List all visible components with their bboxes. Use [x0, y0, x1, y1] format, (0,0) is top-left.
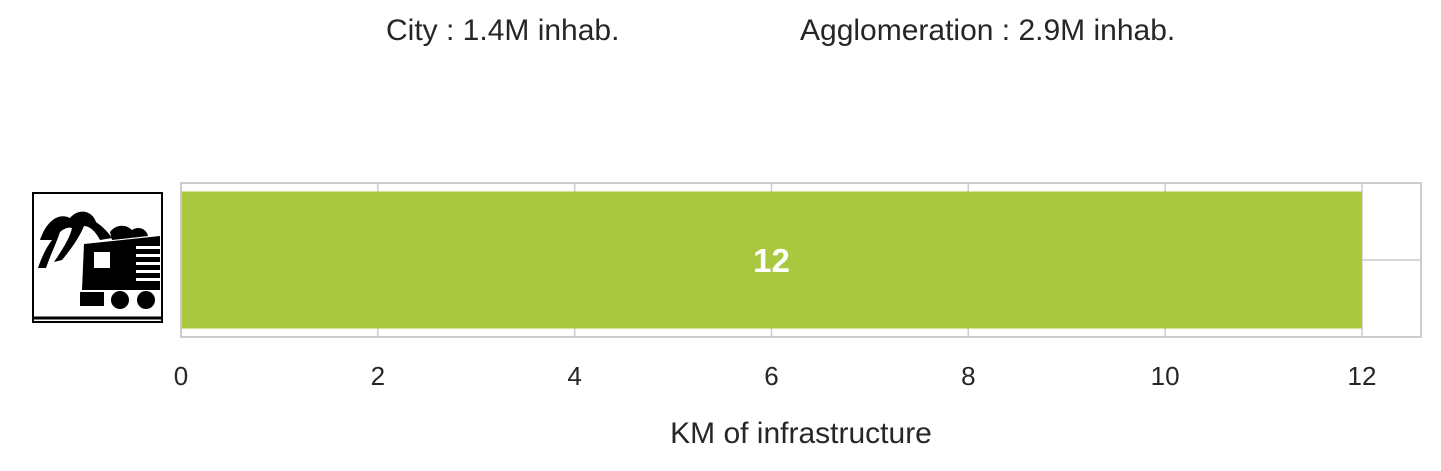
city-population: City : 1.4M inhab. [386, 14, 620, 47]
x-tick-label: 2 [371, 361, 385, 391]
agglomeration-population: Agglomeration : 2.9M inhab. [800, 14, 1176, 47]
plot-frame [180, 182, 1422, 338]
x-tick-label: 6 [764, 361, 778, 391]
x-tick-label: 8 [961, 361, 975, 391]
bar-value-label: 12 [753, 242, 790, 279]
x-axis-title: KM of infrastructure [670, 417, 932, 450]
x-tick-label: 0 [174, 361, 188, 391]
x-tick-label: 12 [1347, 361, 1376, 391]
tram-train-icon [32, 192, 163, 323]
bar [182, 191, 1362, 329]
x-tick-label: 4 [567, 361, 581, 391]
x-tick-label: 10 [1151, 361, 1180, 391]
